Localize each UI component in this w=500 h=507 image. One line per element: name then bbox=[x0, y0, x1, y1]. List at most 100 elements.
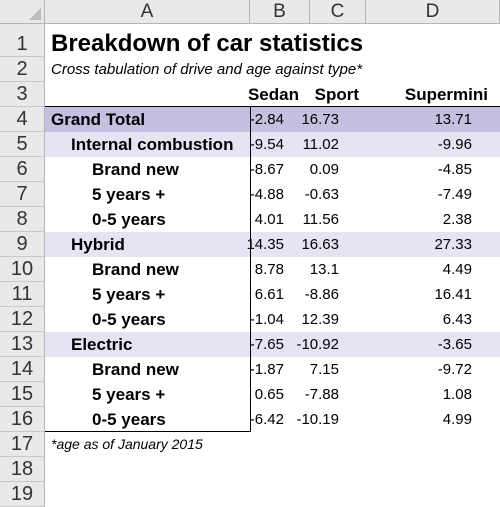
value-cell-sedan[interactable]: 8.78 bbox=[254, 261, 284, 278]
row-header-15[interactable]: 15 bbox=[0, 382, 45, 407]
row-label[interactable]: Brand new bbox=[92, 160, 179, 179]
value-cell-supermini[interactable]: -7.49 bbox=[437, 186, 472, 203]
row-label[interactable]: Brand new bbox=[92, 260, 179, 279]
row-header-18[interactable]: 18 bbox=[0, 457, 45, 482]
table-row: Brand new -1.87 7.15 -9.72 bbox=[45, 357, 500, 382]
select-all-triangle-icon bbox=[29, 8, 41, 20]
row-header-16[interactable]: 16 bbox=[0, 407, 45, 432]
row-header-14[interactable]: 14 bbox=[0, 357, 45, 382]
table-row: Hybrid 14.35 16.63 27.33 bbox=[45, 232, 500, 257]
row-header-8[interactable]: 8 bbox=[0, 207, 45, 232]
value-cell-sport[interactable]: -7.88 bbox=[304, 386, 339, 403]
value-cell-sport[interactable]: 13.1 bbox=[309, 261, 339, 278]
value-cell-sedan[interactable]: 14.35 bbox=[246, 236, 284, 253]
row-header-17[interactable]: 17 bbox=[0, 432, 45, 457]
row-header-9[interactable]: 9 bbox=[0, 232, 45, 257]
value-cell-sport[interactable]: -8.86 bbox=[304, 286, 339, 303]
value-cell-sedan[interactable]: 0.65 bbox=[254, 386, 284, 403]
row-label[interactable]: Electric bbox=[71, 335, 133, 354]
value-cell-supermini[interactable]: 4.99 bbox=[442, 411, 472, 428]
row-label[interactable]: 5 years + bbox=[92, 185, 166, 204]
value-cell-supermini[interactable]: 27.33 bbox=[434, 236, 472, 253]
header-supermini[interactable]: Supermini bbox=[404, 85, 488, 104]
header-bottom-border bbox=[45, 106, 500, 107]
table-row: 5 years + -4.88 -0.63 -7.49 bbox=[45, 182, 500, 207]
value-cell-sedan[interactable]: -2.84 bbox=[249, 111, 284, 128]
value-cell-sedan[interactable]: -7.65 bbox=[249, 336, 284, 353]
row-header-3[interactable]: 3 bbox=[0, 82, 45, 107]
row-label[interactable]: Brand new bbox=[92, 360, 179, 379]
table-bottom-border bbox=[45, 431, 250, 432]
value-cell-supermini[interactable]: 6.43 bbox=[442, 311, 472, 328]
table-row: 0-5 years -6.42 -10.19 4.99 bbox=[45, 407, 500, 432]
row-label[interactable]: 0-5 years bbox=[92, 410, 166, 429]
header-sedan[interactable]: Sedan bbox=[247, 85, 299, 104]
value-cell-sport[interactable]: 11.56 bbox=[302, 211, 339, 228]
value-cell-sedan[interactable]: 4.01 bbox=[254, 211, 284, 228]
row-footnote: *age as of January 2015 bbox=[45, 432, 500, 457]
value-cell-sport[interactable]: 16.73 bbox=[301, 111, 339, 128]
value-cell-sport[interactable]: 12.39 bbox=[301, 311, 339, 328]
value-cell-supermini[interactable]: -9.96 bbox=[437, 136, 472, 153]
row-header-6[interactable]: 6 bbox=[0, 157, 45, 182]
sheet-title[interactable]: Breakdown of car statistics bbox=[51, 30, 364, 57]
value-cell-sedan[interactable]: -8.67 bbox=[249, 161, 284, 178]
header-sport[interactable]: Sport bbox=[314, 85, 359, 104]
value-cell-supermini[interactable]: 16.41 bbox=[434, 286, 472, 303]
value-cell-sport[interactable]: -0.63 bbox=[304, 186, 339, 203]
value-cell-sedan[interactable]: -6.42 bbox=[249, 411, 284, 428]
footnote[interactable]: *age as of January 2015 bbox=[51, 436, 203, 452]
value-cell-supermini[interactable]: 1.08 bbox=[442, 386, 472, 403]
row-header-4[interactable]: 4 bbox=[0, 107, 45, 132]
value-cell-sedan[interactable]: -9.54 bbox=[249, 136, 284, 153]
value-cell-sedan[interactable]: -4.88 bbox=[249, 186, 284, 203]
row-subtitle: Cross tabulation of drive and age agains… bbox=[45, 57, 500, 82]
column-header-b[interactable]: B bbox=[250, 0, 310, 24]
table-row: Grand Total -2.84 16.73 13.71 bbox=[45, 107, 500, 132]
value-cell-sport[interactable]: 7.15 bbox=[309, 361, 339, 378]
table-vertical-border bbox=[250, 106, 251, 432]
table-row: Brand new -8.67 0.09 -4.85 bbox=[45, 157, 500, 182]
table-row: 0-5 years 4.01 11.56 2.38 bbox=[45, 207, 500, 232]
row-header-12[interactable]: 12 bbox=[0, 307, 45, 332]
row-header-19[interactable]: 19 bbox=[0, 482, 45, 507]
table-row: 5 years + 6.61 -8.86 16.41 bbox=[45, 282, 500, 307]
value-cell-supermini[interactable]: 2.38 bbox=[442, 211, 472, 228]
column-header-a[interactable]: A bbox=[45, 0, 250, 24]
row-header-7[interactable]: 7 bbox=[0, 182, 45, 207]
row-label[interactable]: 5 years + bbox=[92, 385, 166, 404]
row-header-1[interactable]: 1 bbox=[0, 24, 45, 57]
value-cell-sport[interactable]: -10.19 bbox=[296, 411, 339, 428]
column-header-d[interactable]: D bbox=[366, 0, 500, 24]
value-cell-sport[interactable]: -10.92 bbox=[296, 336, 339, 353]
row-header-5[interactable]: 5 bbox=[0, 132, 45, 157]
select-all-corner[interactable] bbox=[0, 0, 45, 24]
value-cell-sport[interactable]: 11.02 bbox=[302, 136, 339, 153]
table-row: 0-5 years -1.04 12.39 6.43 bbox=[45, 307, 500, 332]
row-label[interactable]: 0-5 years bbox=[92, 310, 166, 329]
value-cell-supermini[interactable]: -3.65 bbox=[437, 336, 472, 353]
row-table-headers: Sedan Sport Supermini bbox=[45, 82, 500, 107]
row-label[interactable]: 5 years + bbox=[92, 285, 166, 304]
value-cell-supermini[interactable]: 4.49 bbox=[442, 261, 472, 278]
value-cell-supermini[interactable]: -9.72 bbox=[437, 361, 472, 378]
sheet-subtitle[interactable]: Cross tabulation of drive and age agains… bbox=[51, 61, 363, 78]
row-header-11[interactable]: 11 bbox=[0, 282, 45, 307]
value-cell-sport[interactable]: 16.63 bbox=[301, 236, 339, 253]
column-header-c[interactable]: C bbox=[310, 0, 366, 24]
row-header-13[interactable]: 13 bbox=[0, 332, 45, 357]
value-cell-sedan[interactable]: 6.61 bbox=[254, 286, 284, 303]
row-title: Breakdown of car statistics bbox=[45, 31, 500, 57]
value-cell-supermini[interactable]: 13.71 bbox=[434, 111, 472, 128]
row-label[interactable]: Grand Total bbox=[51, 110, 146, 129]
value-cell-sedan[interactable]: -1.87 bbox=[249, 361, 284, 378]
row-label[interactable]: 0-5 years bbox=[92, 210, 166, 229]
row-header-10[interactable]: 10 bbox=[0, 257, 45, 282]
value-cell-sedan[interactable]: -1.04 bbox=[249, 311, 284, 328]
value-cell-sport[interactable]: 0.09 bbox=[309, 161, 339, 178]
row-header-2[interactable]: 2 bbox=[0, 57, 45, 82]
row-label[interactable]: Internal combustion bbox=[71, 135, 234, 154]
value-cell-supermini[interactable]: -4.85 bbox=[437, 161, 472, 178]
row-label[interactable]: Hybrid bbox=[71, 235, 125, 254]
